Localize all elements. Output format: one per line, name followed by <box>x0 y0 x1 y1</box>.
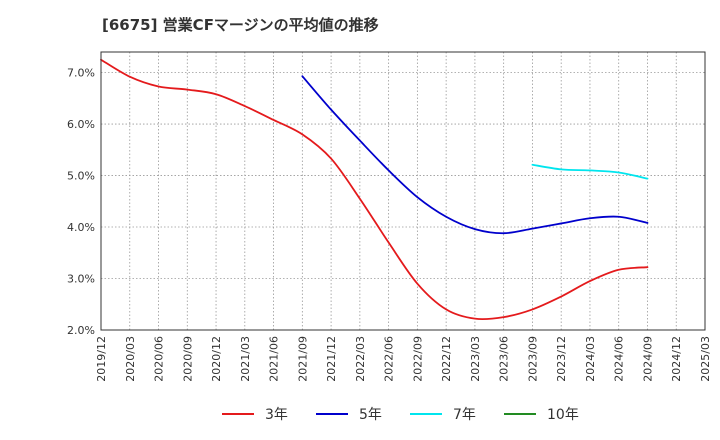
legend-label-3: 7年 <box>453 407 476 423</box>
x-tick-label: 2025/03 <box>699 336 712 382</box>
x-tick-label: 2024/09 <box>641 336 654 382</box>
plot-frame <box>100 51 706 331</box>
axis-layer: 2019/12 2020/03 2020/06 2020/09 2020/12 2021/… <box>67 67 712 382</box>
x-tick-label: 2024/06 <box>613 336 626 382</box>
y-tick-label: 2.0% <box>67 324 95 337</box>
x-tick-label: 2023/09 <box>526 336 539 382</box>
y-tick-label: 5.0% <box>67 170 95 183</box>
x-tick-label: 2019/12 <box>95 336 108 382</box>
x-tick-label: 2022/09 <box>411 336 424 382</box>
legend-label-2: 5年 <box>359 407 382 423</box>
x-tick-label: 2022/06 <box>383 336 396 382</box>
y-tick-label: 3.0% <box>67 273 95 286</box>
x-tick-label: 2021/12 <box>325 336 338 382</box>
x-tick-label: 2021/06 <box>268 336 281 382</box>
x-tick-label: 2021/03 <box>239 336 252 382</box>
x-tick-label: 2022/03 <box>354 336 367 382</box>
x-tick-label: 2023/06 <box>498 336 511 382</box>
x-tick-label: 2021/09 <box>296 336 309 382</box>
grid-layer <box>100 52 706 331</box>
series-line-1 <box>100 58 649 321</box>
chart-title: [6675] 営業CFマージンの平均値の推移 <box>102 16 379 34</box>
x-tick-label: 2024/12 <box>670 336 683 382</box>
legend-label-1: 3年 <box>265 407 288 423</box>
x-tick-label: 2024/03 <box>584 336 597 382</box>
x-tick-label: 2022/12 <box>440 336 453 382</box>
y-tick-label: 6.0% <box>67 118 95 131</box>
x-tick-label: 2020/03 <box>124 336 137 382</box>
series-line-3 <box>531 163 649 180</box>
x-tick-label: 2023/12 <box>555 336 568 382</box>
legend-label-4: 10年 <box>547 407 579 423</box>
series-layer <box>100 58 649 321</box>
x-tick-label: 2020/06 <box>153 336 166 382</box>
x-tick-label: 2020/09 <box>181 336 194 382</box>
x-tick-label: 2023/03 <box>469 336 482 382</box>
series-line-2 <box>301 75 649 235</box>
y-tick-label: 4.0% <box>67 221 95 234</box>
y-tick-label: 7.0% <box>67 67 95 80</box>
x-tick-label: 2020/12 <box>210 336 223 382</box>
legend-layer: 3年 5年 7年 10年 <box>222 407 579 423</box>
